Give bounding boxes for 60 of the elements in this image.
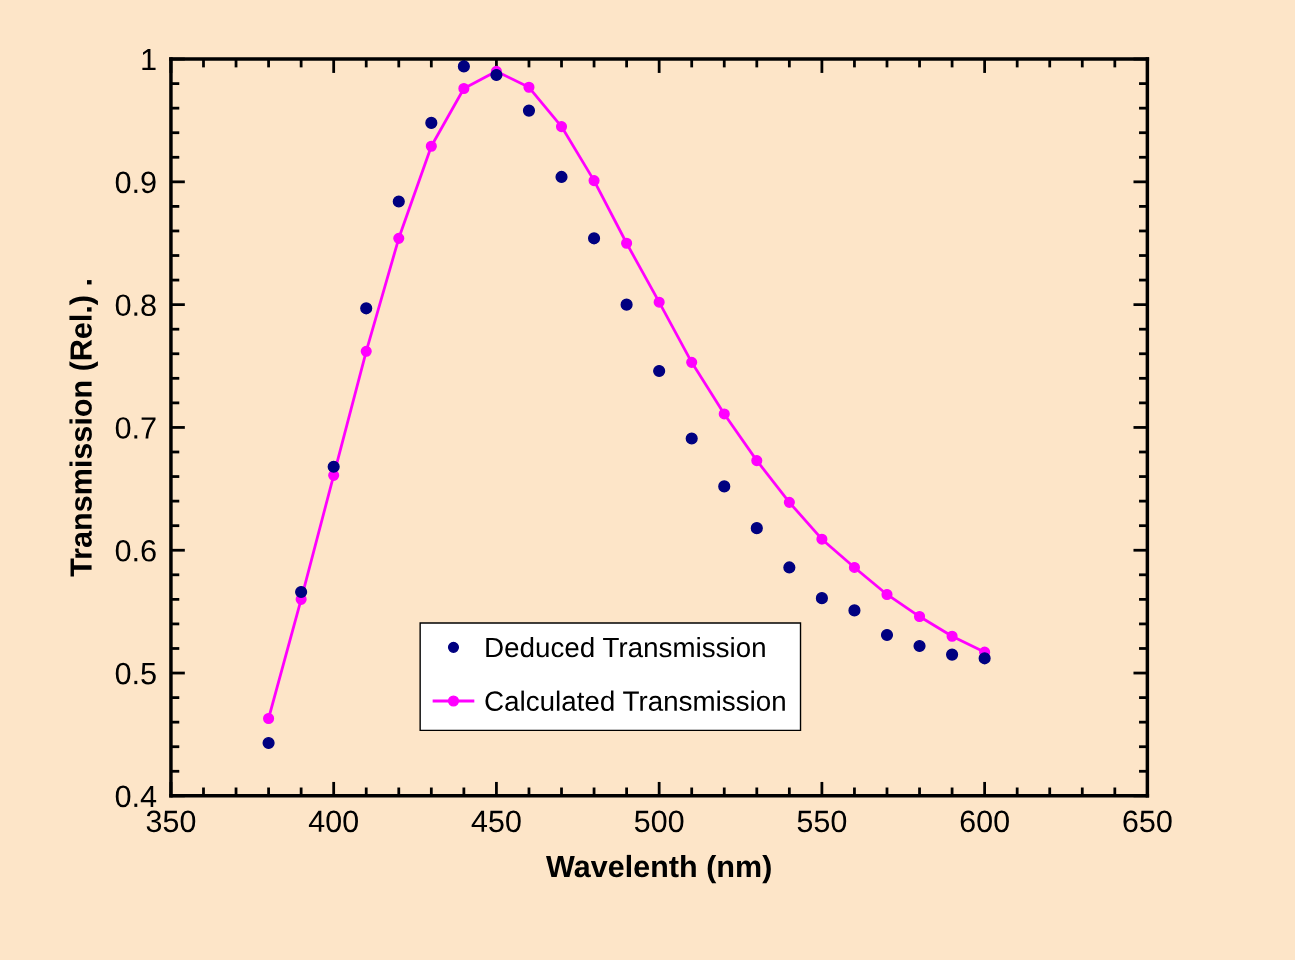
point: [295, 585, 308, 599]
point: [555, 121, 568, 133]
legend-label: Deduced Transmission: [486, 636, 765, 658]
point: [263, 712, 275, 725]
point: [815, 592, 828, 605]
y-tick-label: 0.7: [115, 417, 156, 439]
point: [751, 455, 763, 467]
point: [848, 604, 861, 617]
point: [425, 140, 437, 152]
point: [881, 588, 893, 601]
x-axis-title: Wavelenth (nm): [546, 854, 771, 884]
point: [458, 82, 470, 95]
y-tick-label: 0.9: [115, 171, 156, 194]
point: [393, 232, 405, 244]
point: [685, 432, 698, 445]
y-tick-label: 0.5: [115, 662, 156, 685]
point: [686, 356, 698, 368]
point: [555, 170, 568, 184]
x-tick-label: 350: [146, 810, 196, 833]
y-tick-label: 0.8: [115, 294, 156, 317]
point: [425, 116, 438, 129]
point: [978, 652, 991, 665]
point: [848, 561, 860, 573]
y-axis-title: Transmission (Rel.) .: [69, 280, 98, 577]
x-tick-label: 600: [960, 810, 1009, 833]
point: [653, 296, 665, 308]
point: [327, 460, 340, 473]
point: [946, 648, 959, 661]
point: [718, 480, 731, 493]
point: [523, 81, 535, 93]
point: [587, 232, 601, 245]
point: [522, 104, 536, 117]
point: [880, 628, 894, 642]
x-tick-label: 500: [634, 810, 684, 833]
y-tick-label: 0.4: [115, 785, 157, 808]
point: [946, 630, 958, 642]
x-tick-label: 550: [797, 810, 847, 833]
point: [588, 175, 600, 187]
point: [653, 364, 666, 378]
point: [360, 302, 373, 315]
point: [913, 610, 926, 623]
point: [750, 522, 763, 535]
point: [262, 736, 275, 750]
point: [816, 533, 828, 545]
legend-label: Calculated Transmission: [485, 690, 785, 711]
x-tick-label: 450: [471, 810, 521, 833]
y-tick-label: 0.6: [115, 539, 156, 562]
point: [620, 298, 633, 311]
point: [783, 496, 795, 508]
y-tick-label: 1: [142, 49, 156, 71]
x-tick-label: 650: [1123, 810, 1172, 833]
x-tick-label: 400: [308, 810, 358, 833]
point: [621, 237, 633, 249]
point: [913, 639, 926, 653]
point: [360, 345, 372, 357]
point: [783, 561, 796, 574]
point: [718, 408, 730, 420]
point: [457, 60, 470, 73]
point: [490, 68, 503, 82]
point: [392, 195, 405, 208]
